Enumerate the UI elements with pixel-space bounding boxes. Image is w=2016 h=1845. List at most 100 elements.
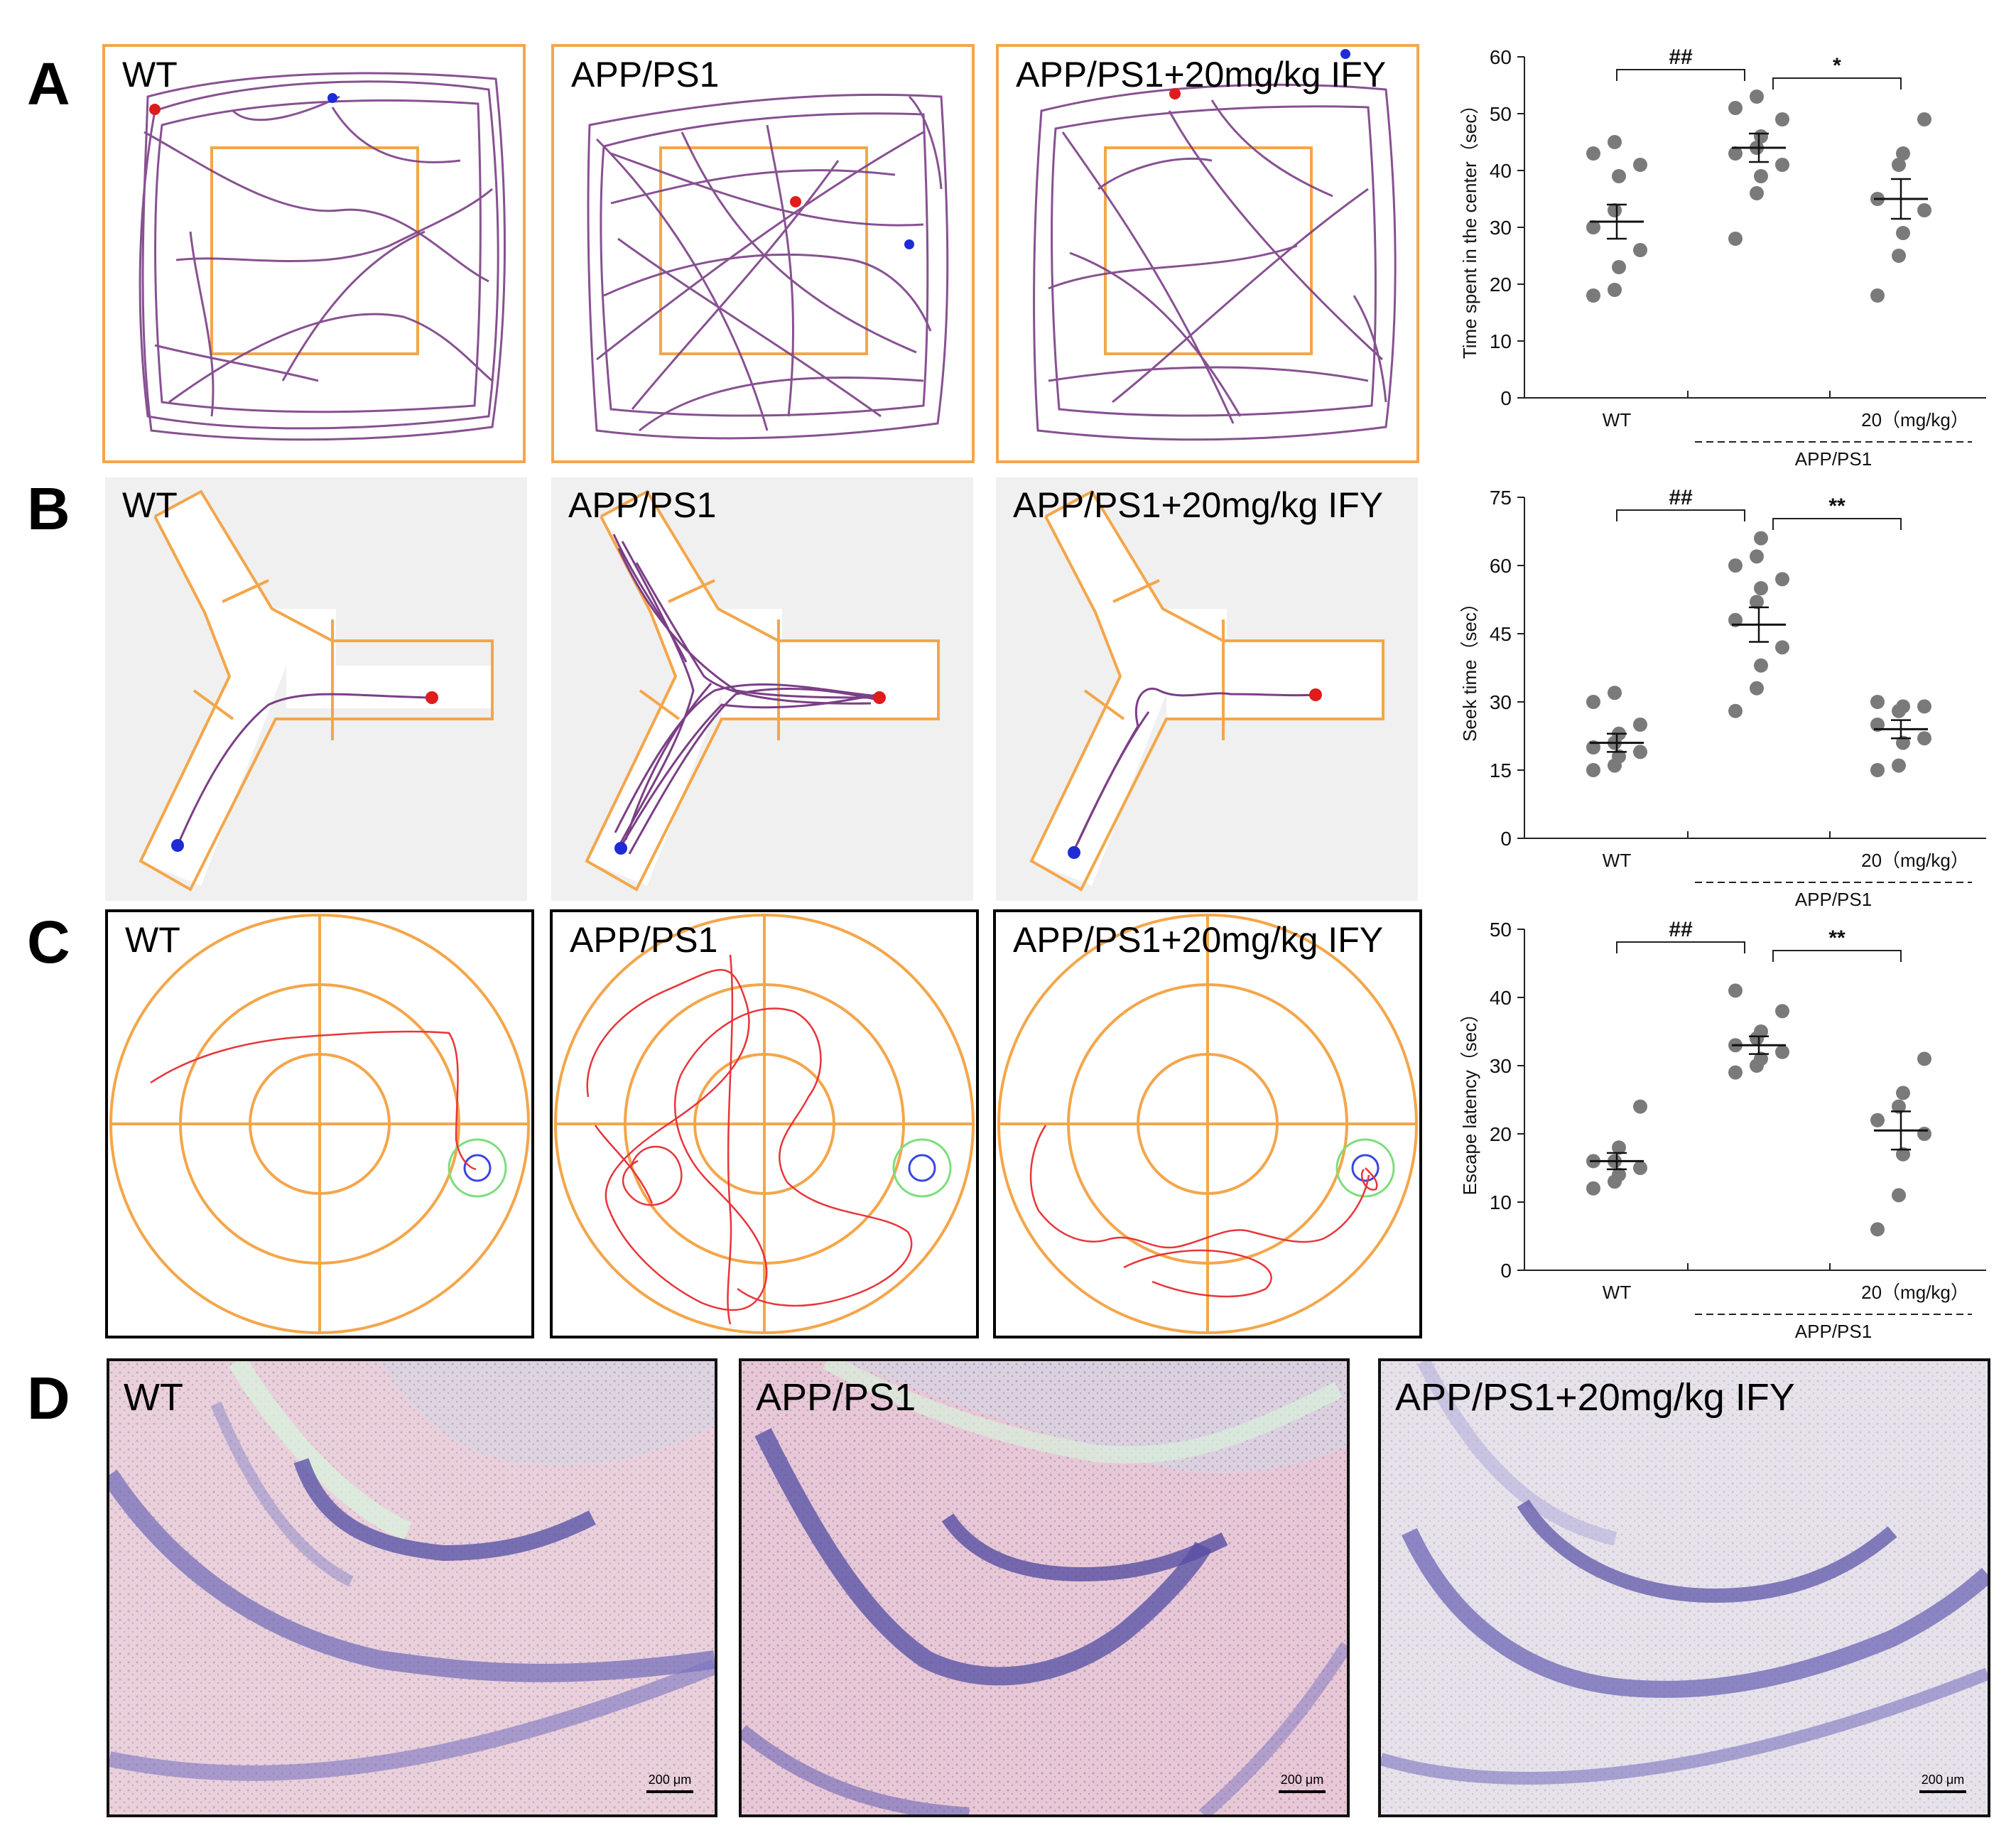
y-tick-label: 40 (1490, 160, 1512, 182)
watermaze-track-apps1-drawing (554, 914, 975, 1334)
data-point (1633, 718, 1647, 732)
y-tick-label: 75 (1490, 487, 1512, 509)
maze-outline (585, 489, 940, 892)
data-point (1728, 983, 1743, 998)
data-point (1750, 186, 1764, 200)
track-label-apps1: APP/PS1 (568, 485, 717, 525)
data-point (1754, 169, 1768, 183)
data-point (1612, 169, 1626, 183)
end-point (1309, 688, 1322, 701)
data-point (1612, 1140, 1626, 1155)
platform-zone (448, 1138, 507, 1198)
chart-seek-time: 0 15 30 45 60 75 Seek time（sec） WT 20（mg/kg） APP/… (1459, 486, 1986, 909)
y-tick-label: 40 (1490, 987, 1512, 1009)
data-point (1750, 681, 1764, 696)
data-point (1728, 703, 1743, 718)
data-point (1586, 1181, 1600, 1196)
data-point (1608, 283, 1622, 297)
ymaze-track-wt-drawing (139, 489, 494, 892)
x-category-label: 20（mg/kg） (1861, 1282, 1969, 1303)
significance-bracket (1772, 518, 1902, 530)
group-label: APP/PS1 (1795, 889, 1872, 909)
data-point (1754, 1051, 1768, 1066)
y-tick-label: 50 (1490, 919, 1512, 941)
data-point (1728, 101, 1743, 115)
scale-bar: 200 μm (1279, 1773, 1326, 1793)
data-point (1892, 1099, 1906, 1114)
y-tick-label: 45 (1490, 623, 1512, 645)
data-point (1896, 146, 1910, 161)
significance-label: ** (1828, 926, 1846, 950)
ymaze-track-apps1-drawing (585, 489, 940, 892)
significance-bracket (1772, 77, 1902, 90)
data-point (1612, 1167, 1626, 1182)
data-point (1917, 699, 1931, 714)
data-point (1750, 549, 1764, 564)
track-label-wt: WT (122, 485, 178, 525)
histology-apps1-drawing (742, 1361, 1347, 1814)
y-tick-label: 30 (1490, 1055, 1512, 1077)
chart-time-in-center: 0 10 20 30 40 50 60 Time spent in the center（se… (1459, 45, 1986, 469)
ymaze-track-wt: WT (105, 477, 527, 901)
histology-label-wt: WT (124, 1376, 183, 1419)
panel-letter-d: D (27, 1365, 70, 1432)
pool-grid (554, 914, 975, 1334)
end-point (426, 691, 438, 704)
data-point (1896, 735, 1910, 750)
data-point (1728, 558, 1743, 573)
data-point (1892, 158, 1906, 172)
openfield-track-apps1: APP/PS1 (551, 44, 975, 463)
watermaze-track-apps1: APP/PS1 (550, 909, 979, 1338)
x-category-label: WT (1603, 409, 1632, 431)
data-point (1633, 1161, 1647, 1175)
end-point (790, 196, 801, 207)
watermaze-track-ify: APP/PS1+20mg/kg IFY (993, 909, 1422, 1338)
y-tick-label: 0 (1500, 387, 1512, 409)
maze-outline (1029, 489, 1384, 892)
data-point (1870, 763, 1885, 777)
significance-bracket (1616, 69, 1745, 81)
group-label: APP/PS1 (1795, 448, 1872, 469)
data-point (1870, 1113, 1885, 1127)
maze-outline (139, 489, 494, 892)
scale-bar: 200 μm (1919, 1773, 1966, 1793)
y-tick-label: 60 (1490, 555, 1512, 577)
end-point (873, 691, 886, 704)
data-point (1775, 1044, 1789, 1059)
y-tick-label: 20 (1490, 1123, 1512, 1145)
panel-letter-a: A (27, 50, 70, 117)
data-point (1896, 1086, 1910, 1100)
group-label: APP/PS1 (1795, 1321, 1872, 1341)
swim-path (1029, 1125, 1378, 1298)
watermaze-track-ify-drawing (997, 914, 1418, 1334)
significance-bracket (1616, 941, 1745, 953)
data-point (1612, 749, 1626, 764)
significance-label: ## (1669, 486, 1693, 509)
data-point (1750, 90, 1764, 104)
movement-path (612, 534, 880, 855)
data-point (1728, 1065, 1743, 1080)
center-zone (210, 146, 419, 355)
data-point (1892, 758, 1906, 773)
track-label-ify: APP/PS1+20mg/kg IFY (1013, 920, 1384, 960)
data-point (1775, 572, 1789, 587)
significance-label: ** (1828, 494, 1846, 518)
y-tick-label: 60 (1490, 46, 1512, 68)
data-point (1917, 203, 1931, 217)
data-point (1754, 1024, 1768, 1039)
ymaze-track-apps1: APP/PS1 (551, 477, 973, 901)
data-point (1917, 731, 1931, 746)
y-axis-label: Time spent in the center（sec） (1459, 96, 1480, 359)
data-point (1608, 203, 1622, 217)
platform (463, 1154, 492, 1182)
pool-grid (997, 914, 1418, 1334)
x-category-label: 20（mg/kg） (1861, 850, 1969, 871)
data-point (1728, 232, 1743, 246)
data-point (1608, 686, 1622, 700)
data-point (1633, 745, 1647, 759)
start-point (904, 239, 914, 249)
openfield-track-ify: APP/PS1+20mg/kg IFY (996, 44, 1419, 463)
data-point (1754, 531, 1768, 546)
pool-grid (109, 914, 530, 1334)
data-point (1754, 658, 1768, 673)
